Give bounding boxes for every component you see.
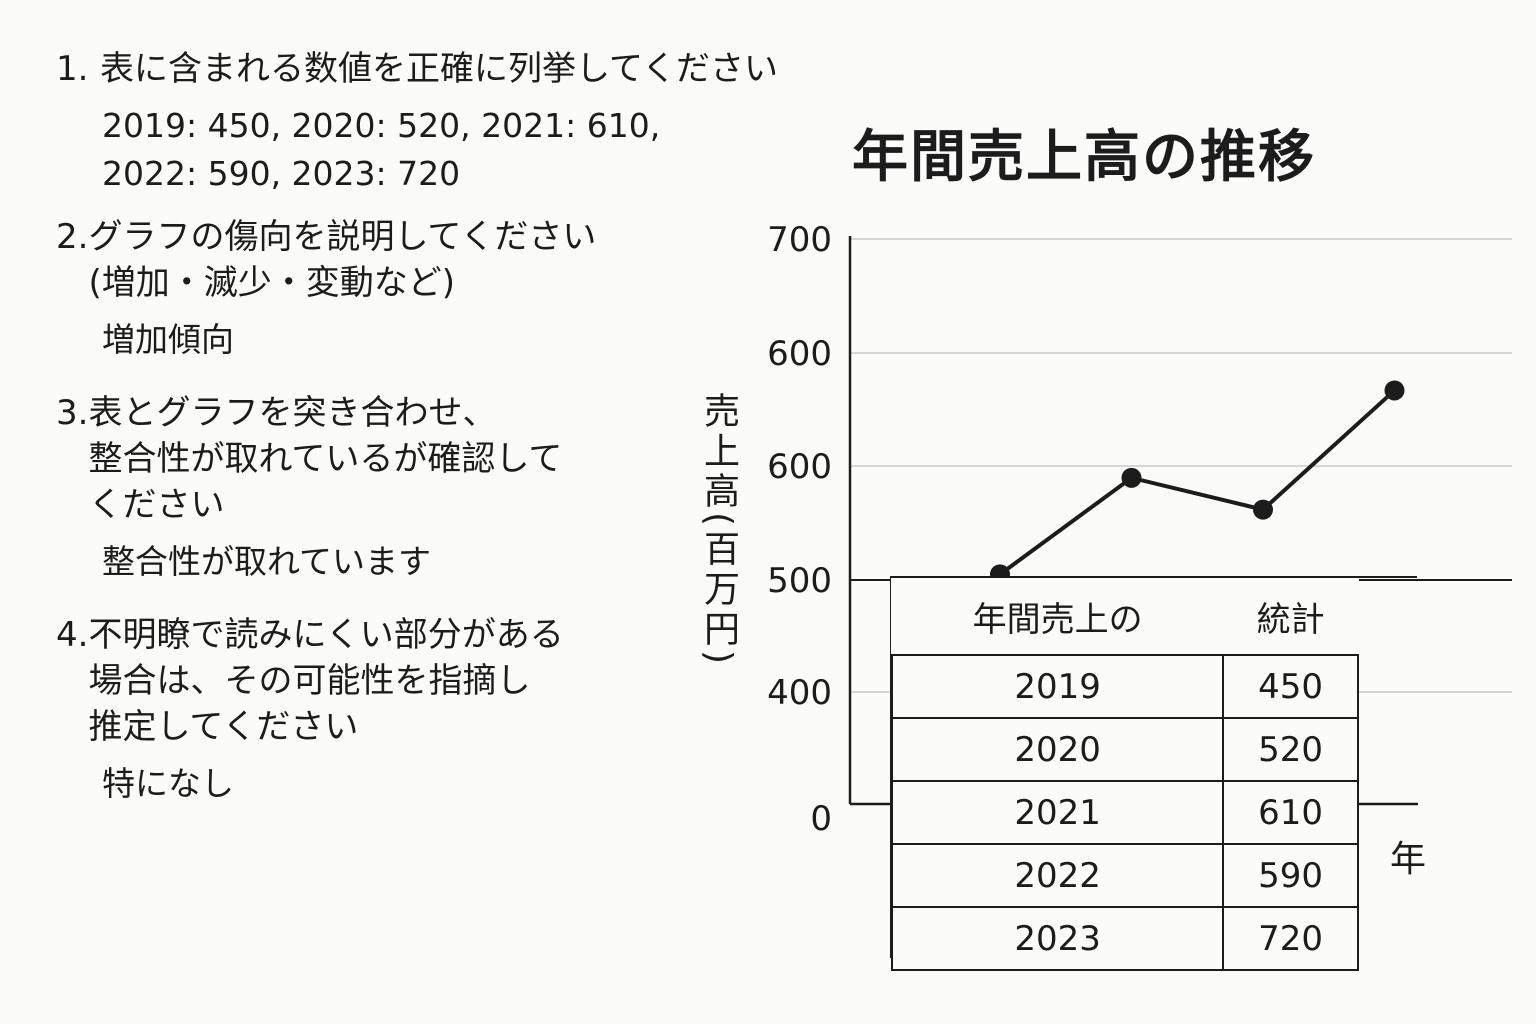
table-cell-value: 590: [1222, 843, 1359, 908]
answer-2: 増加傾向: [102, 320, 234, 359]
question-1: 1. 表に含まれる数値を正確に列挙してください 2019: 450, 2020: …: [56, 46, 856, 198]
y-tick-label: 700: [767, 220, 832, 260]
answer-3: 整合性が取れています: [102, 542, 432, 581]
question-4: 4. 不明瞭で読みにくい部分がある 場合は、その可能性を指摘し 推定してください…: [56, 612, 856, 808]
table-row: 2019 450: [890, 654, 1359, 719]
table-cell-value: 720: [1222, 906, 1359, 971]
question-2-number: 2.: [56, 217, 89, 257]
question-1-number: 1.: [56, 49, 89, 89]
question-3-text: 表とグラフを突き合わせ、 整合性が取れているが確認して ください: [88, 393, 563, 525]
y-tick-label: 400: [767, 673, 832, 713]
question-2: 2. グラフの傷向を説明してください (増加・滅少・変動など) 増加傾向: [56, 214, 856, 364]
table-header-stats: 統計: [1256, 599, 1325, 640]
question-3-number: 3.: [56, 393, 89, 433]
table-row: 2021 610: [890, 780, 1359, 845]
sales-stats-table: 年間売上の 統計 2019 450 2020 520 2021 610 2022 590 202…: [890, 578, 1359, 971]
answer-1: 2019: 450, 2020: 520, 2021: 610, 2022: 5…: [102, 106, 661, 193]
answer-4: 特になし: [102, 764, 234, 803]
table-cell-year: 2023: [890, 906, 1225, 971]
table-cell-year: 2019: [890, 654, 1225, 719]
question-4-number: 4.: [56, 615, 89, 655]
question-list: 1. 表に含まれる数値を正確に列挙してください 2019: 450, 2020: …: [56, 46, 856, 834]
y-axis-label: 売上高(百万円): [698, 392, 739, 669]
chart-title: 年間売上高の推移: [852, 125, 1316, 190]
question-1-text: 表に含まれる数値を正確に列挙してください: [100, 49, 778, 89]
series-line: [998, 388, 1396, 576]
table-cell-year: 2021: [890, 780, 1225, 845]
y-tick-labels: 700 600 600 500 400 0: [767, 220, 832, 839]
y-tick-label: 600: [767, 447, 832, 487]
y-tick-label: 0: [810, 799, 832, 839]
question-4-text: 不明瞭で読みにくい部分がある 場合は、その可能性を指摘し 推定してください: [88, 615, 564, 747]
table-cell-value: 610: [1222, 780, 1359, 845]
table-cell-year: 2022: [890, 843, 1225, 908]
question-2-text: グラフの傷向を説明してください (増加・滅少・変動など): [88, 217, 597, 303]
data-point: [1384, 380, 1405, 401]
x-axis-label: 年: [1390, 839, 1427, 880]
table-cell-value: 520: [1222, 717, 1359, 782]
question-3: 3. 表とグラフを突き合わせ、 整合性が取れているが確認して ください 整合性が…: [56, 390, 856, 586]
table-frame-top: [890, 576, 1417, 578]
sales-series: [990, 380, 1405, 585]
y-tick-label: 600: [767, 334, 832, 374]
table-cell-year: 2020: [890, 717, 1225, 782]
table-row: 2020 520: [890, 717, 1359, 782]
y-tick-label: 500: [767, 561, 832, 601]
table-header-label: 年間売上の: [972, 599, 1143, 640]
table-header-row: 年間売上の 統計: [892, 578, 1358, 655]
data-point: [1121, 467, 1142, 488]
table-row: 2023 720: [890, 906, 1359, 971]
table-body: 2019 450 2020 520 2021 610 2022 590 2023 720: [890, 654, 1359, 971]
table-row: 2022 590: [890, 843, 1359, 908]
table-cell-value: 450: [1222, 654, 1359, 719]
data-point: [1253, 499, 1273, 520]
